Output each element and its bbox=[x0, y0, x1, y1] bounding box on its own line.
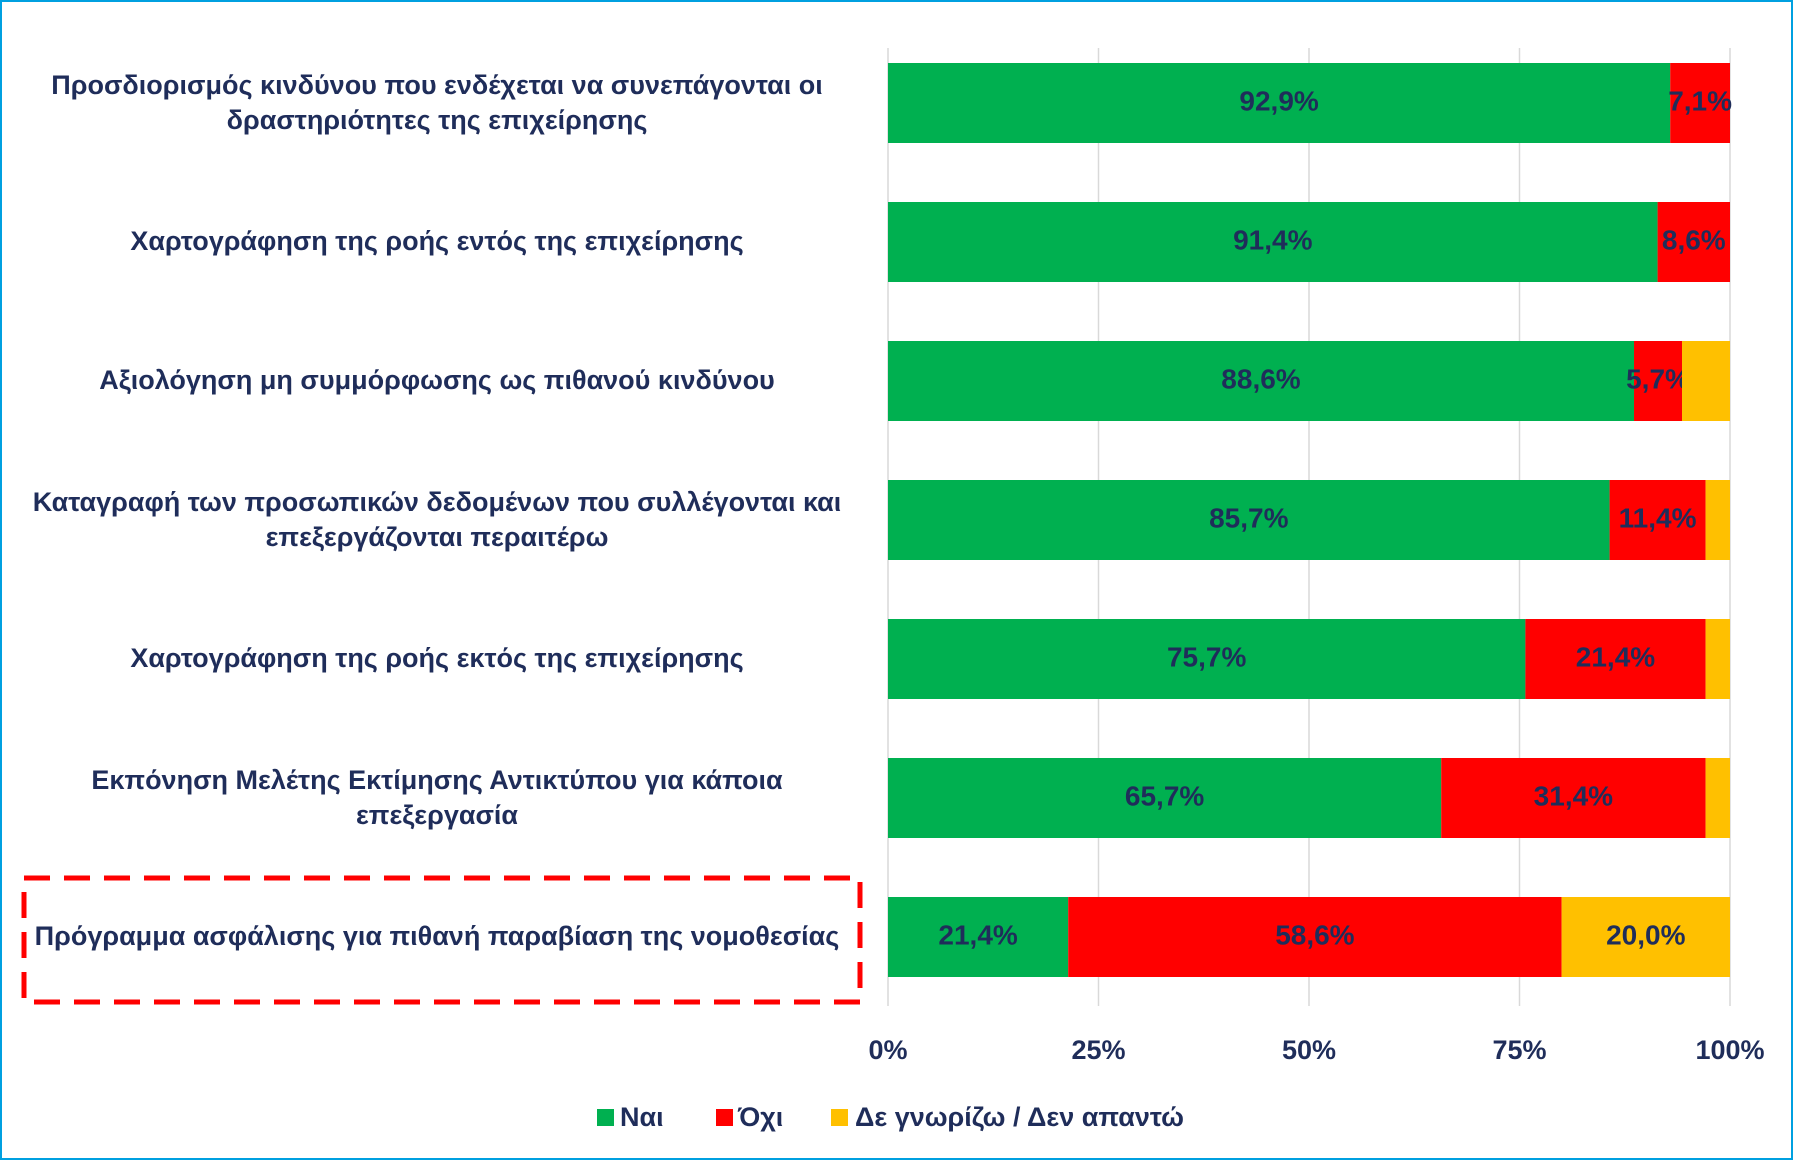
data-label: 88,6% bbox=[1221, 363, 1300, 394]
bar-segment bbox=[1068, 897, 1562, 977]
legend-label: Ναι bbox=[620, 1102, 664, 1132]
category-label: Χαρτογράφηση της ροής εκτός της επιχείρη… bbox=[130, 643, 744, 674]
bar-segment bbox=[1705, 480, 1730, 560]
data-label: 91,4% bbox=[1233, 224, 1312, 255]
x-tick-label: 75% bbox=[1492, 1035, 1546, 1065]
data-label: 58,6% bbox=[1275, 919, 1354, 950]
bar-segment bbox=[888, 619, 1526, 699]
bar-segment bbox=[1682, 341, 1730, 421]
data-label: 11,4% bbox=[1619, 502, 1697, 533]
data-label: 21,4% bbox=[938, 919, 1017, 950]
bar-segment bbox=[1657, 202, 1730, 282]
data-label: 85,7% bbox=[1209, 502, 1288, 533]
x-tick-label: 0% bbox=[868, 1035, 907, 1065]
legend-label: Δε γνωρίζω / Δεν απαντώ bbox=[855, 1102, 1184, 1132]
category-label: Εκπόνηση Μελέτης Εκτίμησης Αντικτύπου γι… bbox=[91, 764, 783, 830]
category-label: Καταγραφή των προσωπικών δεδομένων που σ… bbox=[32, 486, 842, 552]
bar-segment bbox=[888, 63, 1671, 143]
highlight-box bbox=[21, 875, 863, 1005]
data-label: 7,1% bbox=[1668, 85, 1732, 116]
data-label: 21,4% bbox=[1576, 641, 1655, 672]
data-label: 75,7% bbox=[1167, 641, 1246, 672]
data-label: 8,6% bbox=[1662, 224, 1726, 255]
data-label: 5,7% bbox=[1626, 363, 1690, 394]
category-label: Χαρτογράφηση της ροής εντός της επιχείρη… bbox=[130, 226, 744, 257]
legend-swatch bbox=[597, 1109, 614, 1126]
bar-segment bbox=[1634, 341, 1683, 421]
bar-segment bbox=[1705, 758, 1730, 838]
bar-segment bbox=[1705, 619, 1730, 699]
bar-segment bbox=[1561, 897, 1730, 977]
x-tick-label: 50% bbox=[1282, 1035, 1336, 1065]
category-label: Προσδιορισμός κινδύνου που ενδέχεται να … bbox=[51, 69, 823, 135]
bar-segment bbox=[1609, 480, 1706, 560]
data-label: 92,9% bbox=[1239, 85, 1318, 116]
bar-segment bbox=[888, 480, 1610, 560]
legend-swatch bbox=[831, 1109, 848, 1126]
bar-segment bbox=[888, 341, 1635, 421]
data-label: 65,7% bbox=[1125, 780, 1204, 811]
x-tick-label: 100% bbox=[1695, 1035, 1764, 1065]
legend-label: Όχι bbox=[737, 1102, 783, 1132]
x-tick-label: 25% bbox=[1071, 1035, 1125, 1065]
bar-segment bbox=[1670, 63, 1730, 143]
data-label: 31,4% bbox=[1534, 780, 1613, 811]
bar-segment bbox=[888, 897, 1069, 977]
legend-swatch bbox=[716, 1109, 733, 1126]
bar-segment bbox=[1525, 619, 1706, 699]
data-label: 20,0% bbox=[1606, 919, 1685, 950]
bar-segment bbox=[888, 758, 1442, 838]
bar-segment bbox=[888, 202, 1658, 282]
category-label: Πρόγραμμα ασφάλισης για πιθανή παραβίαση… bbox=[34, 921, 840, 952]
category-label: Αξιολόγηση μη συμμόρφωσης ως πιθανού κιν… bbox=[99, 365, 775, 396]
bar-segment bbox=[1441, 758, 1706, 838]
